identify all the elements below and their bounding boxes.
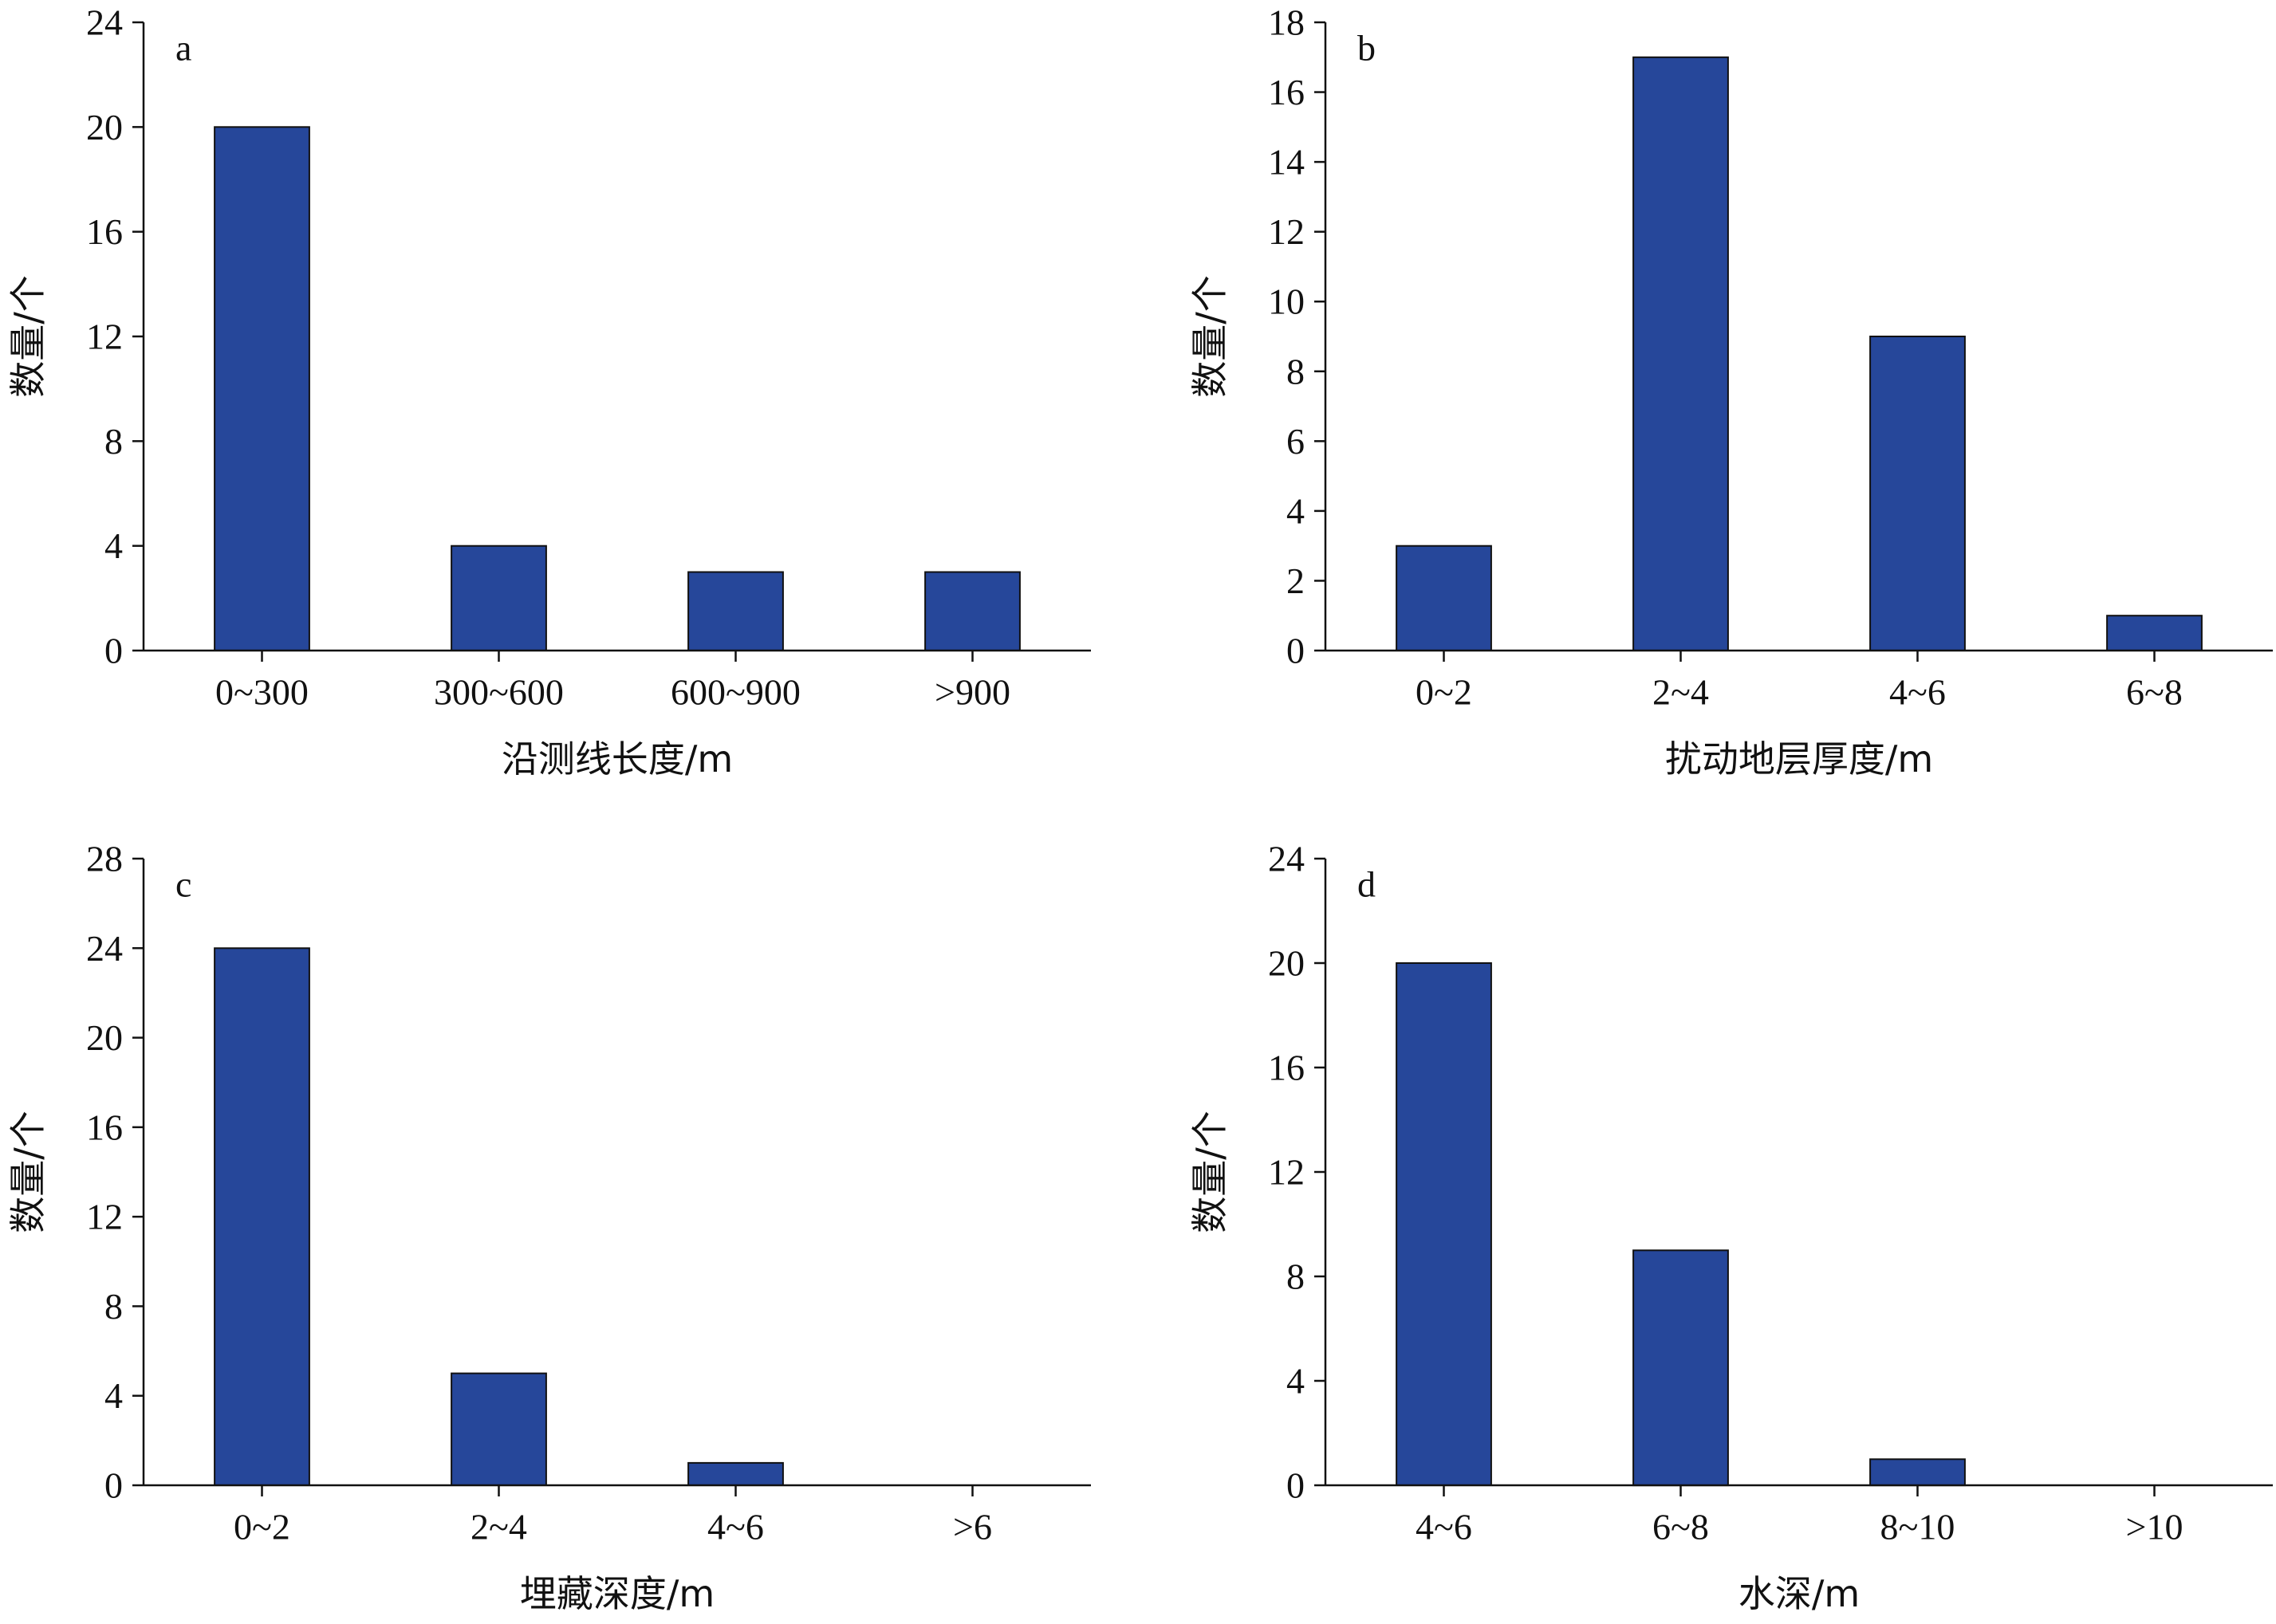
y-tick-label-c-8: 8: [104, 1286, 123, 1327]
bar-b-0: [1396, 545, 1492, 652]
y-axis-title-a: 数量/个: [6, 275, 49, 398]
chart-panel-d: 0 4 8 12 16 20 24 4~6 6~8 8~10 >10 水深/m 数量/个 d: [1188, 839, 2273, 1615]
x-tick-label-d-3: >10: [2126, 1507, 2183, 1547]
x-axis-title-c: 埋藏深度/m: [520, 1572, 715, 1615]
x-tick-label-b-0: 0~2: [1416, 672, 1472, 713]
y-tick-label-a-8: 8: [104, 421, 123, 462]
x-tick-label-d-1: 6~8: [1652, 1507, 1709, 1547]
bar-a-0: [214, 126, 310, 652]
y-axis-title-c: 数量/个: [6, 1111, 49, 1233]
y-tick-label-a-0: 0: [104, 631, 123, 671]
x-axis-title-a: 沿测线长度/m: [502, 737, 733, 781]
bar-c-1: [451, 1372, 547, 1486]
x-axis-title-d: 水深/m: [1739, 1572, 1860, 1615]
y-tick-label-b-2: 2: [1286, 560, 1305, 601]
x-tick-label-d-0: 4~6: [1416, 1507, 1472, 1547]
x-axis-title-b: 扰动地层厚度/m: [1665, 737, 1933, 781]
bar-a-2: [687, 571, 784, 651]
y-tick-label-c-4: 4: [104, 1375, 123, 1416]
y-tick-label-a-12: 12: [86, 317, 123, 357]
y-tick-label-a-16: 16: [86, 211, 123, 252]
x-tick-label-c-3: >6: [953, 1507, 992, 1547]
y-tick-label-b-6: 6: [1286, 421, 1305, 462]
y-tick-label-d-12: 12: [1268, 1152, 1305, 1193]
y-tick-label-b-4: 4: [1286, 490, 1305, 531]
y-tick-label-c-12: 12: [86, 1197, 123, 1237]
bar-b-3: [2106, 615, 2203, 652]
y-tick-label-a-24: 24: [86, 2, 123, 43]
x-tick-label-a-3: >900: [935, 672, 1010, 713]
y-tick-label-d-24: 24: [1268, 839, 1305, 879]
bar-d-1: [1632, 1249, 1729, 1487]
y-tick-label-c-0: 0: [104, 1465, 123, 1506]
x-tick-label-a-2: 600~900: [671, 672, 801, 713]
y-tick-label-c-28: 28: [86, 839, 123, 879]
x-tick-label-d-2: 8~10: [1880, 1507, 1955, 1547]
x-tick-label-b-3: 6~8: [2126, 672, 2183, 713]
chart-panel-c: 0 4 8 12 16 20 24 28 0~2 2~4 4~6 >6 埋藏深度/m 数量/个 c: [6, 839, 1091, 1615]
panel-label-b: b: [1357, 28, 1376, 69]
y-tick-label-b-0: 0: [1286, 631, 1305, 671]
y-tick-label-d-8: 8: [1286, 1256, 1305, 1297]
bar-a-1: [451, 545, 547, 652]
x-tick-label-c-2: 4~6: [707, 1507, 764, 1547]
panel-label-d: d: [1357, 864, 1376, 905]
panel-label-c: c: [175, 864, 191, 905]
x-tick-label-a-1: 300~600: [434, 672, 564, 713]
x-tick-label-b-2: 4~6: [1889, 672, 1946, 713]
y-tick-label-b-12: 12: [1268, 211, 1305, 252]
x-tick-label-c-0: 0~2: [234, 1507, 290, 1547]
y-tick-label-c-24: 24: [86, 928, 123, 969]
chart-panel-b: 0 2 4 6 8 10 12 14 16 18 0~2 2~4 4~6 6~8 扰动地层厚度/m 数量/个 b: [1188, 2, 2273, 781]
y-tick-label-c-16: 16: [86, 1107, 123, 1147]
y-tick-label-d-0: 0: [1286, 1465, 1305, 1506]
y-tick-label-d-4: 4: [1286, 1361, 1305, 1402]
y-tick-label-d-16: 16: [1268, 1048, 1305, 1088]
bar-d-0: [1396, 962, 1492, 1486]
x-tick-label-a-0: 0~300: [215, 672, 309, 713]
bar-b-1: [1632, 56, 1729, 652]
panel-label-a: a: [175, 28, 191, 69]
x-tick-label-b-1: 2~4: [1652, 672, 1709, 713]
y-tick-label-a-4: 4: [104, 525, 123, 566]
y-tick-label-a-20: 20: [86, 107, 123, 147]
y-tick-label-b-18: 18: [1268, 2, 1305, 43]
y-tick-label-b-14: 14: [1268, 142, 1305, 183]
bar-c-2: [687, 1461, 784, 1487]
bar-b-2: [1869, 336, 1966, 651]
chart-panel-a: 0 4 8 12 16 20 24 0~300 300~600 600~900 >900 沿测线长度/…: [6, 2, 1091, 781]
y-tick-label-b-16: 16: [1268, 72, 1305, 112]
y-axis-title-d: 数量/个: [1188, 1111, 1231, 1233]
y-tick-label-b-8: 8: [1286, 351, 1305, 391]
bar-a-3: [924, 571, 1021, 651]
y-tick-label-b-10: 10: [1268, 281, 1305, 322]
y-axis-title-b: 数量/个: [1188, 275, 1231, 398]
y-tick-label-c-20: 20: [86, 1017, 123, 1058]
y-tick-label-d-20: 20: [1268, 943, 1305, 984]
bar-c-0: [214, 947, 310, 1487]
x-tick-label-c-1: 2~4: [471, 1507, 527, 1547]
bar-d-2: [1869, 1458, 1966, 1487]
